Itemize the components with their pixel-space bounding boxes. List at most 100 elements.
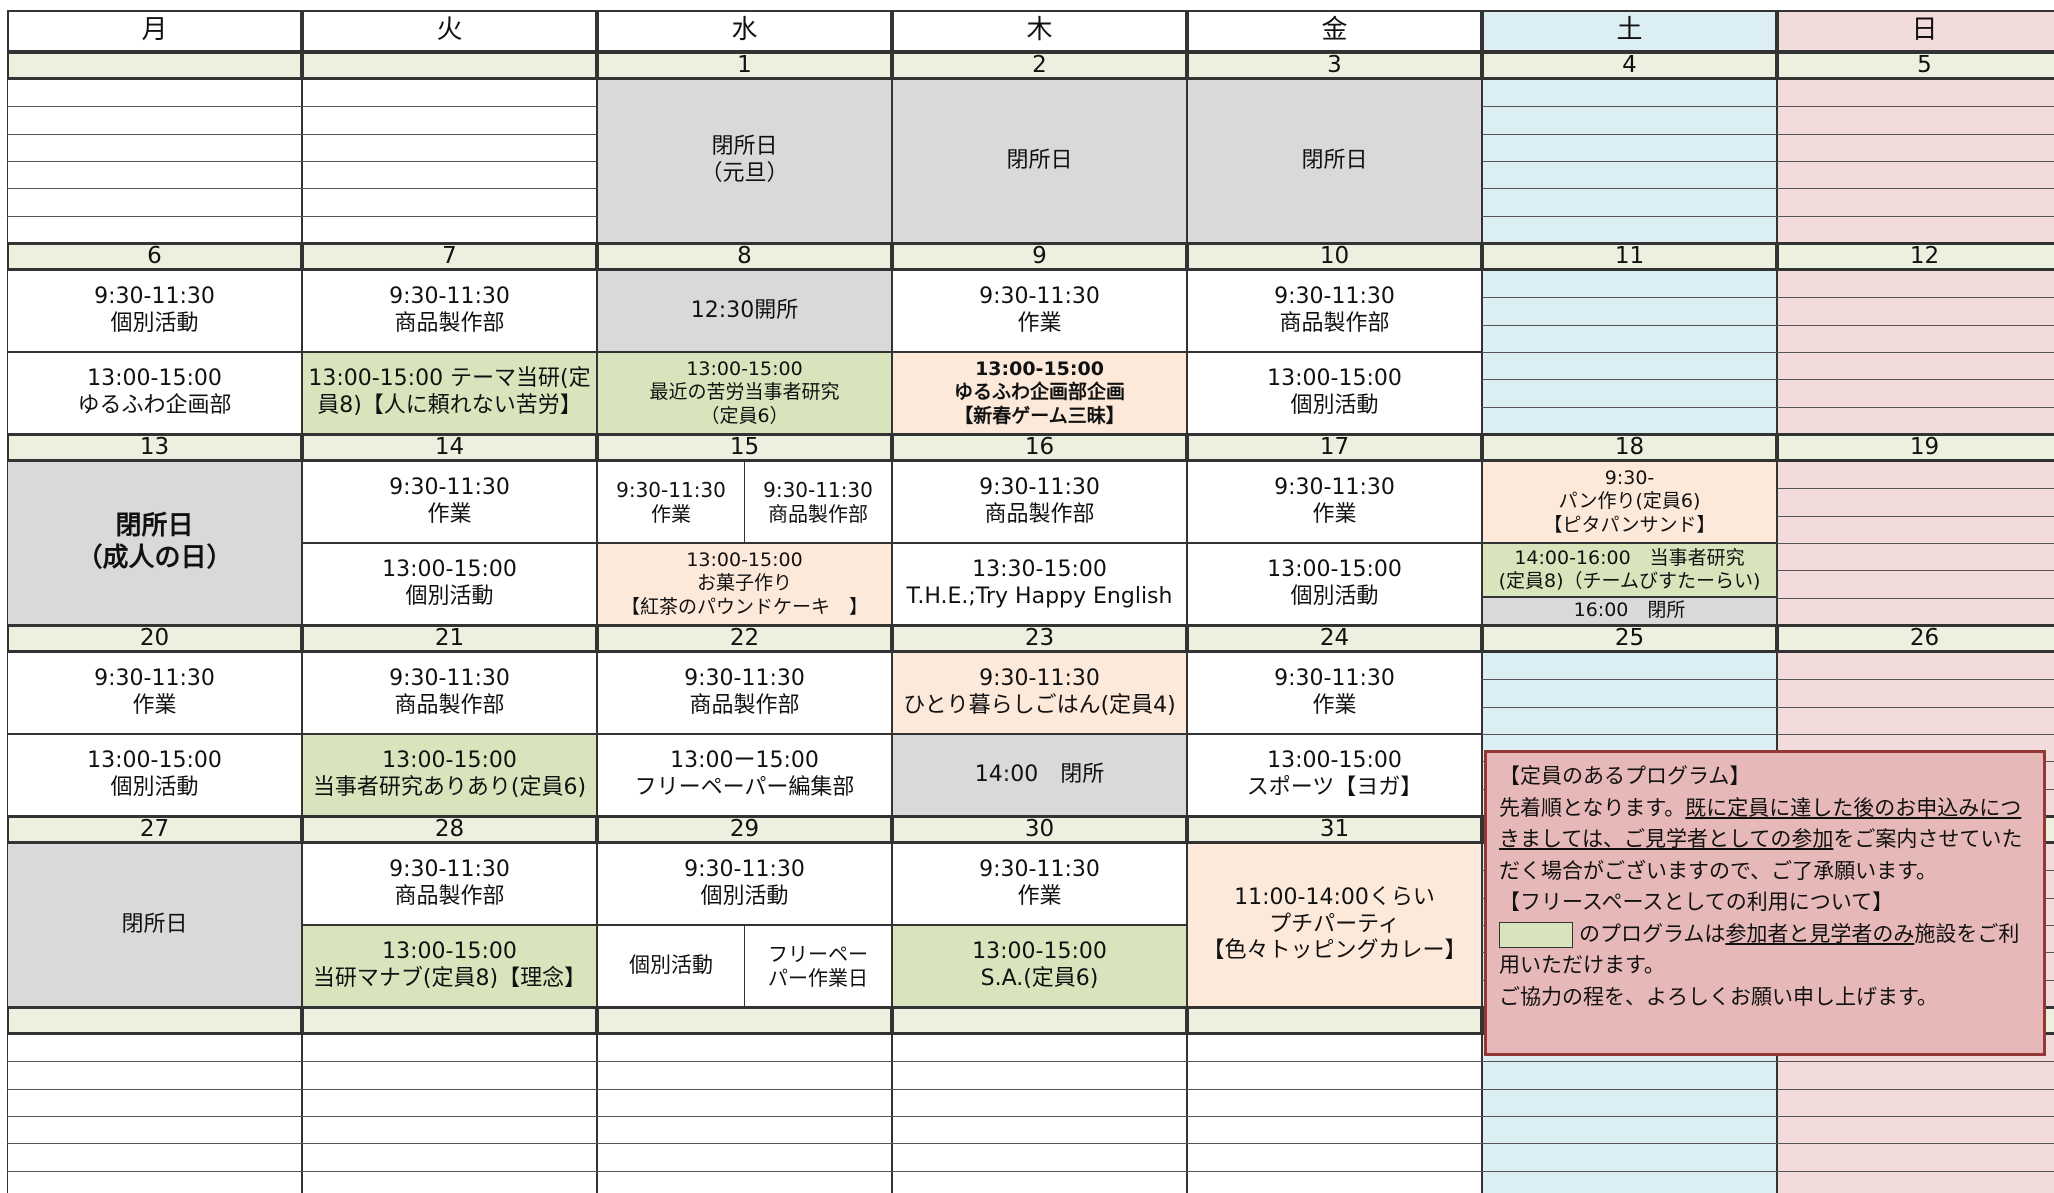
date-cell: 20 (7, 625, 302, 652)
slot-text: 9:30-11:30 (979, 857, 1100, 883)
rule-line (1482, 1116, 1777, 1117)
weekday-header: 木 (892, 10, 1187, 52)
rule-line (1482, 215, 1777, 217)
date-cell (597, 1007, 892, 1034)
slot: 9:30-11:30 作業 (302, 461, 597, 543)
slot-text: 9:30-11:30 (389, 284, 510, 310)
date-cell: 22 (597, 625, 892, 652)
slot-text: 作業 (427, 502, 472, 527)
rule-line (302, 1143, 597, 1145)
rule-line (302, 133, 597, 135)
date-cell: 31 (1187, 816, 1482, 843)
note-text: 施設をご利用いただけます。 (1499, 921, 2020, 978)
rule-line (302, 1116, 597, 1117)
empty-cell (1187, 1034, 1482, 1193)
slot-text: 作業 (1312, 502, 1357, 527)
rule-line (1777, 215, 2054, 217)
slot-text: 9:30-11:30 (684, 857, 805, 883)
rule-line (1777, 1088, 2054, 1090)
slot: 個別活動 フリーペー パー作業日 (597, 925, 892, 1007)
slot-text: フリーペー (768, 941, 868, 966)
date-number: 25 (1614, 625, 1645, 652)
slot: 13:00-15:00 最近の苦労当事者研究 （定員6） (597, 352, 892, 434)
slot-text: 9:30-11:30 (1274, 284, 1395, 310)
date-cell: 27 (7, 816, 302, 843)
slot-text: 9:30-11:30 (1274, 475, 1395, 501)
slot-text: 【ピタパンサンド】 (1543, 513, 1716, 536)
note-paragraph: のプログラムは参加者と見学者のみ施設をご利用いただけます。 (1499, 919, 2031, 982)
date-number: 22 (729, 625, 760, 652)
slot: 13:00-15:00 個別活動 (1187, 352, 1482, 434)
date-number: 27 (139, 816, 170, 843)
slot-text: 個別活動 (405, 584, 494, 609)
note-box: 【定員のあるプログラム】 先着順となります。既に定員に達した後のお申込みにつきまし… (1484, 750, 2046, 1056)
rule-line (892, 1088, 1187, 1090)
slot: 13:00-15:00 スポーツ【ヨガ】 (1187, 734, 1482, 816)
date-cell (892, 1007, 1187, 1034)
rule-line (1482, 324, 1777, 326)
date-cell (7, 1007, 302, 1034)
date-number: 23 (1024, 625, 1055, 652)
date-number: 12 (1909, 243, 1940, 270)
slot-text: T.H.E.;Try Happy English (906, 584, 1173, 609)
note-text: 既に定員に達した後のお申込みにつきましては、ご見学者としての参加 (1499, 795, 2022, 852)
slot-text: 13:30-15:00 (972, 557, 1107, 583)
rule-line (7, 106, 302, 108)
sub-slot: 9:30-11:30 作業 (598, 462, 744, 542)
slot: 9:30-11:30 個別活動 (7, 270, 302, 352)
rule-line (597, 1116, 892, 1117)
slot-text: 個別活動 (1290, 393, 1379, 418)
slot: 9:30-11:30 作業 (892, 270, 1187, 352)
note-text: をご案内させていただく場合がございますので、ご了承願います。 (1499, 827, 2023, 883)
rule-line (892, 1116, 1187, 1117)
slot: 9:30- パン作り(定員6) 【ピタパンサンド】 (1482, 461, 1777, 543)
weekday-label: 水 (731, 15, 758, 46)
date-number: 14 (434, 434, 465, 461)
slot-text: 商品製作部 (394, 693, 505, 718)
rule-line (1482, 1088, 1777, 1090)
rule-line (1777, 1143, 2054, 1145)
date-cell: 29 (597, 816, 892, 843)
slot: 13:30-15:00 T.H.E.;Try Happy English (892, 543, 1187, 625)
slot-text: 員8)【人に頼れない苦労】 (317, 393, 582, 418)
rule-line (597, 1143, 892, 1145)
slot-text: 最近の苦労当事者研究 (649, 381, 840, 404)
slot: 14:00 閉所 (892, 734, 1187, 816)
date-cell: 10 (1187, 243, 1482, 270)
date-number: 29 (729, 816, 760, 843)
date-number: 8 (737, 243, 752, 270)
slot-text: 当事者研究ありあり(定員6) (312, 775, 587, 800)
slot-text: 作業 (1017, 311, 1062, 336)
date-number: 15 (729, 434, 760, 461)
slot-text: パン作り(定員6) (1558, 490, 1701, 513)
date-number: 16 (1024, 434, 1055, 461)
slot-text: 9:30-11:30 (616, 477, 726, 502)
date-cell: 6 (7, 243, 302, 270)
weekday-header: 日 (1777, 10, 2054, 52)
slot-text: お菓子作り (696, 572, 792, 595)
rule-line (1187, 1061, 1482, 1063)
slot-text: 13:00-15:00 (686, 549, 803, 572)
slot-text: ゆるふわ企画部 (77, 393, 232, 418)
slot-text: 個別活動 (700, 884, 789, 909)
slot: 13:00-15:00 個別活動 (1187, 543, 1482, 625)
slot-text: 9:30-11:30 (389, 666, 510, 692)
empty-cell (1777, 1034, 2054, 1193)
rule-line (302, 106, 597, 108)
rule-line (1187, 1143, 1482, 1145)
rule-line (7, 161, 302, 162)
note-text: のプログラムは (1579, 921, 1726, 946)
rule-line (7, 188, 302, 190)
slot: 13:00-15:00 当事者研究ありあり(定員6) (302, 734, 597, 816)
date-number: 21 (434, 625, 465, 652)
rule-line (7, 215, 302, 217)
rule-line (7, 1061, 302, 1063)
rule-line (1482, 188, 1777, 190)
weekday-header: 火 (302, 10, 597, 52)
slot: 13:00ー15:00 フリーペーパー編集部 (597, 734, 892, 816)
note-text: 【フリースペースとしての利用について】 (1499, 890, 1894, 914)
slot-text: 13:00-15:00 (975, 358, 1104, 381)
slot-text: 9:30- (1604, 467, 1655, 490)
slot-text: スポーツ【ヨガ】 (1246, 775, 1423, 800)
slot: 9:30-11:30 商品製作部 (302, 843, 597, 925)
